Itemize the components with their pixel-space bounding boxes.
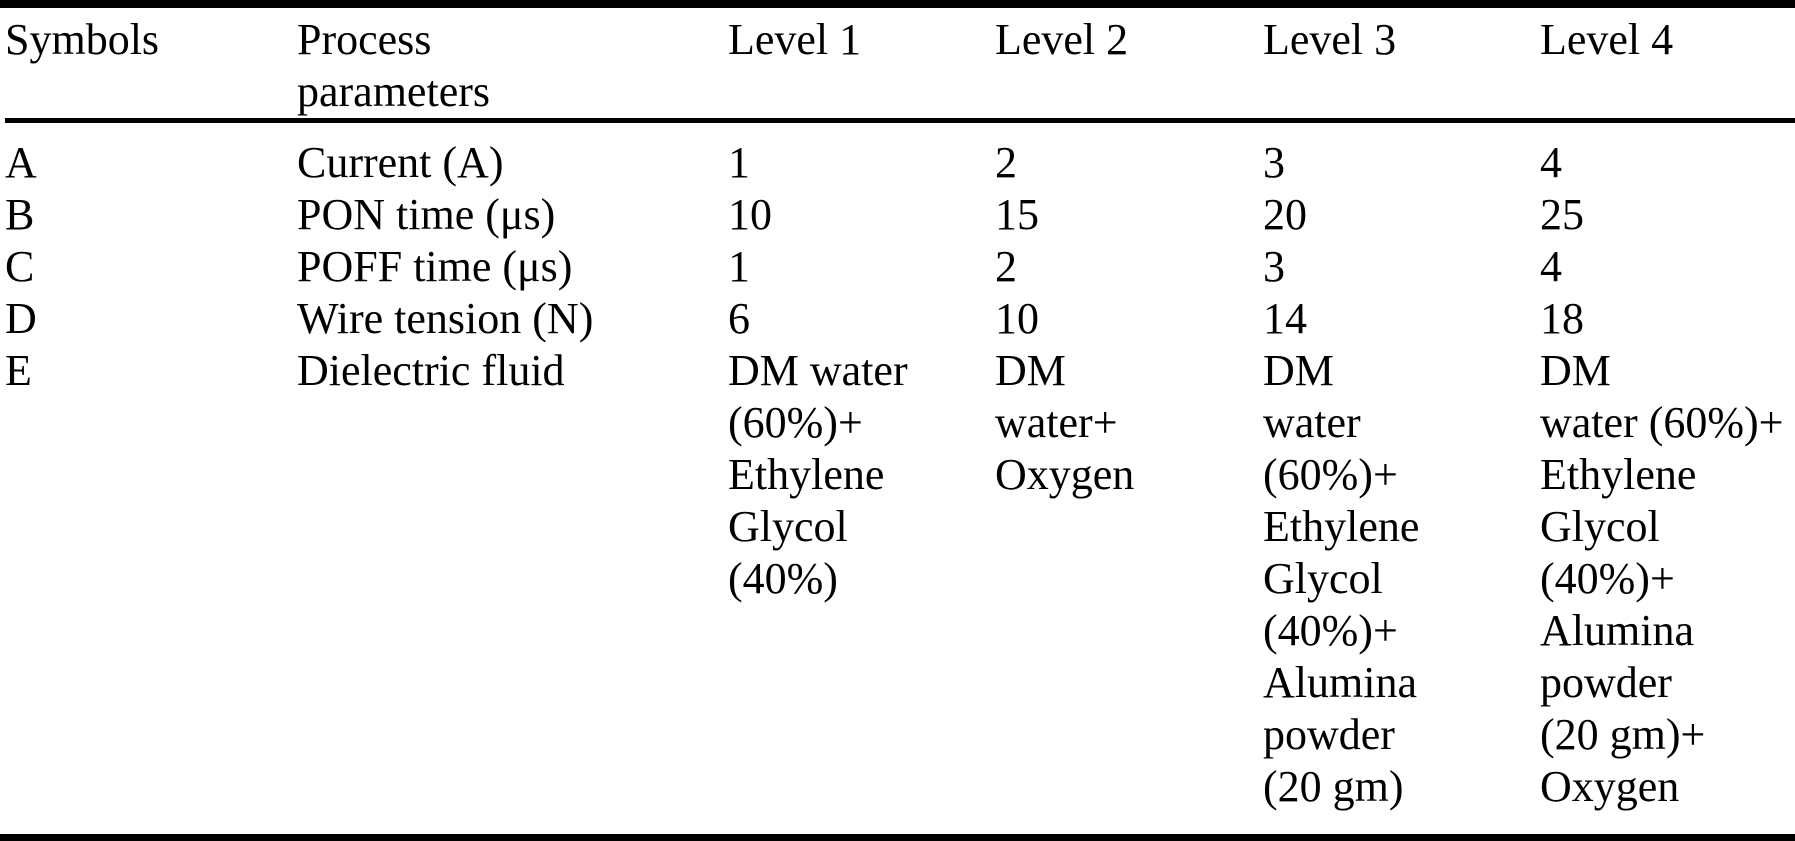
row-c-symbol-cell: C <box>5 242 35 291</box>
row-e-symbol-cell: E <box>5 346 32 395</box>
row-c-parameter-cell: POFF time (μs) <box>297 242 573 291</box>
row-b-level-3-cell: 20 <box>1263 190 1307 239</box>
row-d-level-2-cell: 10 <box>995 294 1039 343</box>
row-c-level-3-cell: 3 <box>1263 242 1285 291</box>
row-c-level-2-cell: 2 <box>995 242 1017 291</box>
column-header-level-2: Level 2 <box>995 8 1263 123</box>
row-e-level-4-cell: DM water (60%)+ Ethylene Glycol (40%)+ A… <box>1540 346 1784 811</box>
row-b-parameter-cell: PON time (μs) <box>297 190 556 239</box>
row-a-level-2-cell: 2 <box>995 138 1017 187</box>
column-header-level-3: Level 3 <box>1263 8 1540 123</box>
row-a-level-1-cell: 1 <box>728 138 750 187</box>
row-e-level-1-cell: DM water (60%)+ Ethylene Glycol (40%) <box>728 346 908 603</box>
row-d-symbol-cell: D <box>5 294 37 343</box>
column-header-process-parameters: Process parameters <box>297 8 728 123</box>
row-a-parameter-cell: Current (A) <box>297 138 504 187</box>
column-header-level-1: Level 1 <box>728 8 995 123</box>
row-a-level-4-cell: 4 <box>1540 138 1562 187</box>
column-header-level-4: Level 4 <box>1540 8 1795 123</box>
row-a-symbol-cell: A <box>5 138 37 187</box>
row-b-level-4-cell: 25 <box>1540 190 1584 239</box>
row-e-parameter-cell: Dielectric fluid <box>297 346 565 395</box>
row-b-level-2-cell: 15 <box>995 190 1039 239</box>
row-b-level-1-cell: 10 <box>728 190 772 239</box>
row-c-level-1-cell: 1 <box>728 242 750 291</box>
row-e-level-2-cell: DM water+ Oxygen <box>995 346 1135 499</box>
row-a-level-3-cell: 3 <box>1263 138 1285 187</box>
row-d-level-3-cell: 14 <box>1263 294 1307 343</box>
row-d-level-1-cell: 6 <box>728 294 750 343</box>
row-c-level-4-cell: 4 <box>1540 242 1562 291</box>
row-d-level-4-cell: 18 <box>1540 294 1584 343</box>
column-header-symbols: Symbols <box>5 8 297 123</box>
row-e-level-3-cell: DM water (60%)+ Ethylene Glycol (40%)+ A… <box>1263 346 1420 811</box>
row-d-parameter-cell: Wire tension (N) <box>297 294 594 343</box>
row-b-symbol-cell: B <box>5 190 35 239</box>
